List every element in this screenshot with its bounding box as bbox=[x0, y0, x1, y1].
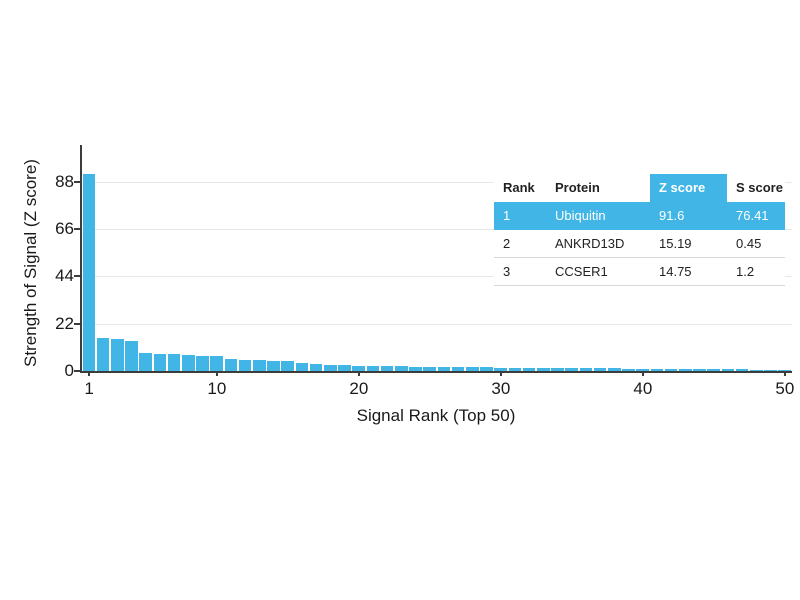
rank-table: Rank Protein Z score S score 1 Ubiquitin 91.6 7… bbox=[494, 174, 785, 286]
bar bbox=[210, 356, 224, 371]
x-tick-label: 40 bbox=[633, 379, 653, 398]
x-tick-mark bbox=[88, 371, 91, 376]
bar bbox=[196, 355, 209, 371]
bar bbox=[622, 368, 635, 371]
bar bbox=[153, 353, 167, 371]
bar bbox=[522, 367, 536, 371]
x-tick-mark bbox=[783, 371, 786, 376]
bar bbox=[579, 368, 593, 371]
bar bbox=[778, 369, 792, 371]
y-tick-mark bbox=[74, 227, 80, 230]
x-tick-mark bbox=[215, 371, 218, 376]
plot-area: 0 22 44 66 88 1 10 20 30 40 50 bbox=[55, 145, 794, 398]
bar bbox=[295, 363, 309, 371]
y-tick-mark bbox=[74, 180, 80, 183]
y-tick-mark bbox=[74, 370, 80, 372]
table-cell: CCSER1 bbox=[546, 258, 650, 286]
table-header: Rank bbox=[494, 174, 546, 202]
bar bbox=[181, 354, 195, 371]
x-tick-label: 1 bbox=[84, 379, 94, 398]
x-tick-label: 10 bbox=[207, 379, 227, 398]
bar bbox=[693, 369, 706, 371]
y-tick-label: 0 bbox=[64, 361, 74, 380]
bar bbox=[82, 173, 96, 371]
bar bbox=[565, 368, 579, 371]
table-header: Z score bbox=[650, 174, 727, 202]
x-tick-mark bbox=[357, 371, 360, 376]
bar bbox=[267, 360, 280, 371]
bar bbox=[480, 367, 493, 371]
bar bbox=[96, 338, 110, 371]
table-cell: ANKRD13D bbox=[546, 230, 650, 258]
bar bbox=[338, 365, 351, 371]
bar bbox=[238, 360, 252, 371]
y-tick-label: 88 bbox=[55, 171, 74, 191]
bar bbox=[465, 367, 479, 371]
y-tick-mark bbox=[74, 322, 80, 325]
table-cell: 76.41 bbox=[727, 202, 785, 230]
bar bbox=[536, 367, 550, 371]
y-tick-label: 66 bbox=[55, 218, 74, 238]
table-cell: 0.45 bbox=[727, 230, 785, 258]
bar bbox=[352, 365, 366, 371]
x-tick-label: 20 bbox=[349, 379, 369, 398]
x-tick-mark bbox=[641, 371, 644, 376]
table-cell: Ubiquitin bbox=[546, 202, 650, 230]
bar bbox=[366, 365, 380, 371]
bar bbox=[451, 367, 465, 371]
y-tick-label: 22 bbox=[55, 313, 74, 333]
bar bbox=[494, 367, 508, 371]
bar bbox=[664, 368, 678, 371]
bar bbox=[252, 360, 266, 371]
bar bbox=[764, 369, 777, 371]
table-cell: 3 bbox=[494, 258, 546, 286]
bar bbox=[721, 369, 735, 371]
gridline bbox=[82, 323, 792, 325]
y-tick-mark bbox=[74, 275, 80, 278]
bar bbox=[139, 352, 153, 371]
table-cell: 15.19 bbox=[650, 230, 727, 258]
bar bbox=[508, 367, 522, 371]
bar bbox=[323, 364, 337, 371]
bar bbox=[437, 367, 451, 371]
bar bbox=[749, 369, 763, 371]
x-tick-mark bbox=[499, 371, 502, 376]
x-tick-label: 30 bbox=[491, 379, 511, 398]
table-cell: 91.6 bbox=[650, 202, 727, 230]
bar bbox=[678, 368, 692, 371]
bar bbox=[735, 369, 749, 371]
bar bbox=[636, 368, 650, 371]
table-cell: 1 bbox=[494, 202, 546, 230]
bar bbox=[607, 368, 621, 371]
table-cell: 14.75 bbox=[650, 258, 727, 286]
bar bbox=[593, 368, 607, 371]
bar bbox=[707, 369, 721, 371]
bar bbox=[125, 341, 138, 371]
bar bbox=[224, 359, 238, 371]
bar bbox=[309, 364, 323, 371]
table-cell: 1.2 bbox=[727, 258, 785, 286]
gridline bbox=[82, 228, 792, 230]
x-tick-label: 50 bbox=[775, 379, 795, 398]
bar bbox=[281, 361, 295, 371]
gridline bbox=[82, 276, 792, 278]
bar bbox=[409, 366, 422, 371]
table-header: Protein bbox=[546, 174, 650, 202]
bar bbox=[380, 366, 394, 371]
table-cell: 2 bbox=[494, 230, 546, 258]
bar bbox=[110, 339, 124, 371]
bar bbox=[167, 354, 181, 371]
bar bbox=[551, 368, 564, 371]
bar bbox=[394, 366, 408, 371]
bar bbox=[423, 366, 437, 371]
table-header: S score bbox=[727, 174, 785, 202]
bar bbox=[650, 368, 664, 371]
x-axis-title: Signal Rank (Top 50) bbox=[356, 406, 516, 425]
gridline bbox=[82, 181, 792, 183]
y-tick-label: 44 bbox=[55, 266, 74, 286]
